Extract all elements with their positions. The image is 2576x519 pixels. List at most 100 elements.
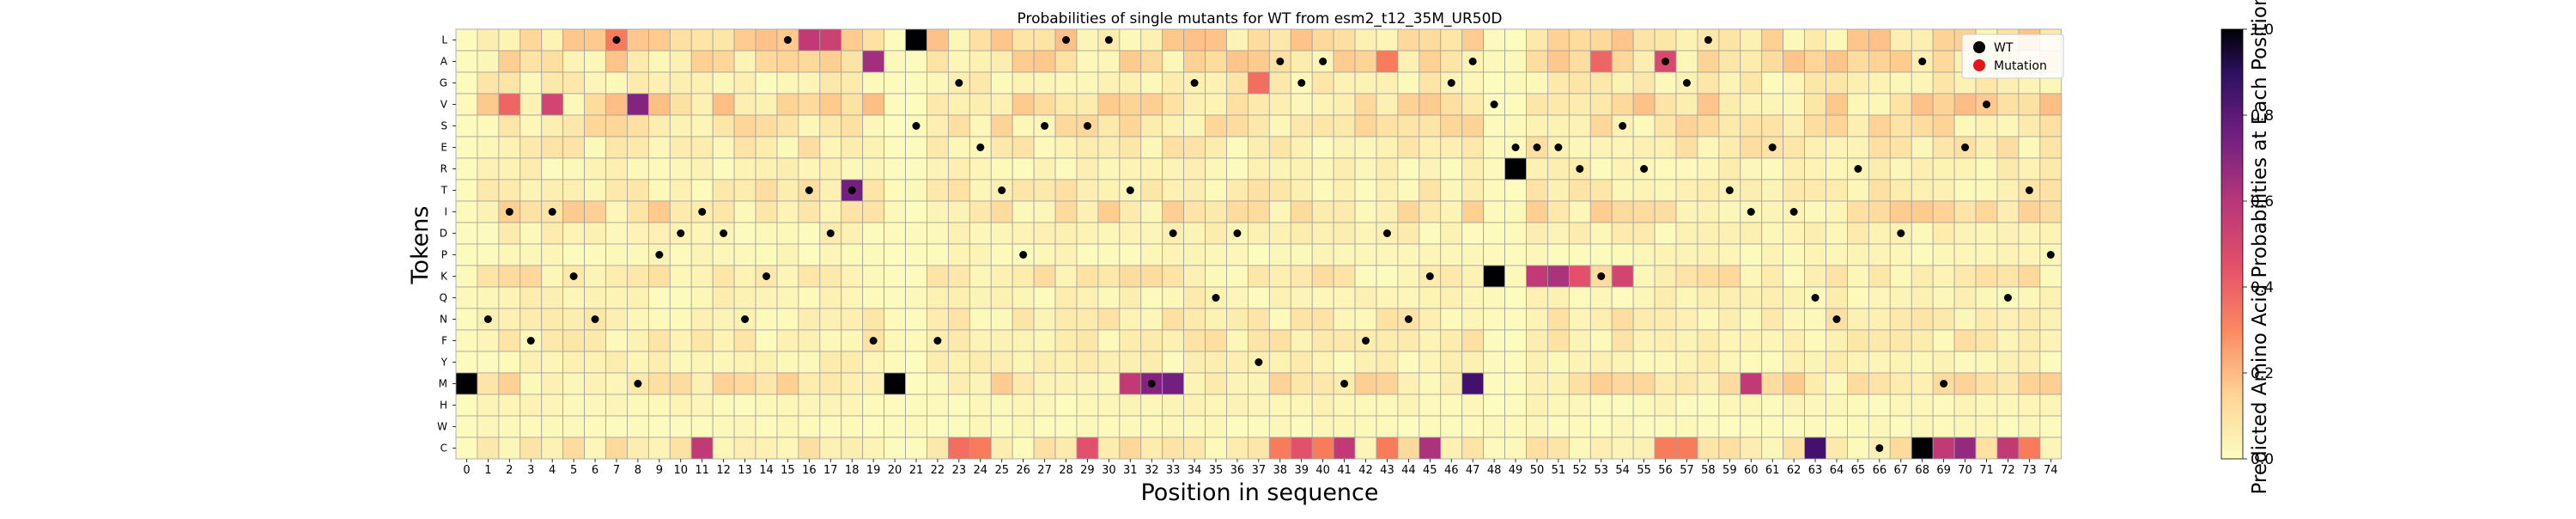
heatmap-cell — [733, 222, 756, 245]
heatmap-cell — [1311, 286, 1334, 309]
y-tick-label: E — [440, 142, 447, 154]
heatmap-cell — [905, 157, 927, 180]
heatmap-cell — [1975, 136, 1998, 159]
heatmap-cell — [1932, 71, 1955, 95]
heatmap-cell — [1718, 71, 1741, 95]
heatmap-cell — [1675, 394, 1698, 417]
heatmap-cell — [1483, 394, 1505, 417]
heatmap-cell — [1932, 308, 1955, 331]
heatmap-cell — [541, 415, 564, 438]
heatmap-cell — [647, 222, 671, 245]
heatmap-cell — [927, 308, 949, 331]
heatmap-cell — [819, 157, 842, 180]
wt-marker — [1447, 79, 1455, 87]
heatmap-cell — [947, 179, 970, 202]
heatmap-cell — [927, 157, 949, 180]
heatmap-cell — [733, 351, 756, 374]
heatmap-cell — [1483, 136, 1505, 159]
x-tick-label: 29 — [1080, 464, 1095, 477]
heatmap-cell — [1826, 286, 1848, 309]
heatmap-cell — [541, 437, 564, 460]
heatmap-cell — [1461, 394, 1485, 417]
heatmap-cell — [862, 93, 884, 116]
heatmap-cell — [1889, 179, 1912, 202]
heatmap-cell — [1076, 265, 1099, 288]
heatmap-cell — [755, 200, 778, 223]
heatmap-cell — [1248, 329, 1270, 352]
heatmap-cell — [1440, 28, 1463, 52]
heatmap-cell — [733, 136, 756, 159]
heatmap-cell — [1654, 329, 1677, 352]
heatmap-cell — [1183, 394, 1206, 417]
heatmap-cell — [1847, 243, 1869, 266]
heatmap-cell — [1697, 243, 1720, 266]
heatmap-cell — [1783, 372, 1805, 395]
heatmap-cell — [477, 265, 500, 288]
wt-marker — [1982, 101, 1990, 108]
heatmap-cell — [1483, 200, 1505, 223]
heatmap-cell — [862, 114, 884, 137]
heatmap-cell — [1718, 114, 1741, 137]
heatmap-cell — [669, 286, 692, 309]
wt-marker — [1725, 186, 1734, 194]
heatmap-cell — [541, 179, 564, 202]
x-tick-label: 53 — [1594, 464, 1608, 477]
heatmap-cell — [690, 372, 714, 395]
heatmap-cell — [1333, 93, 1356, 116]
heatmap-cell — [1076, 200, 1099, 223]
heatmap-cell — [1611, 394, 1634, 417]
y-tick-label: L — [441, 34, 447, 46]
heatmap-cell — [2018, 415, 2041, 438]
chart-title: Probabilities of single mutants for WT f… — [1018, 10, 1503, 27]
wt-marker — [1147, 380, 1156, 388]
heatmap-cell — [1054, 351, 1078, 374]
heatmap-cell — [1889, 286, 1912, 309]
heatmap-cell — [755, 28, 778, 52]
heatmap-cell — [1761, 265, 1784, 288]
heatmap-cell — [1183, 286, 1206, 309]
heatmap-cell — [2039, 200, 2063, 223]
heatmap-cell — [841, 114, 864, 137]
heatmap-cell — [1311, 136, 1334, 159]
wt-marker — [1854, 165, 1862, 173]
heatmap-cell — [1889, 437, 1912, 460]
heatmap-cell — [1675, 136, 1698, 159]
x-tick-label: 6 — [592, 464, 598, 477]
heatmap-cell — [1718, 50, 1741, 73]
heatmap-cell — [884, 157, 906, 180]
heatmap-cell — [1183, 200, 1206, 223]
heatmap-cell — [1248, 286, 1270, 309]
colorbar-gradient — [2221, 28, 2244, 460]
heatmap-cell — [1526, 394, 1548, 417]
heatmap-cell — [884, 308, 906, 331]
heatmap-cell — [841, 265, 864, 288]
heatmap-cell — [605, 93, 628, 116]
heatmap-cell — [1248, 308, 1270, 331]
heatmap-cell — [1804, 179, 1826, 202]
y-tick-label: C — [440, 443, 447, 455]
y-tick-label: F — [441, 335, 447, 347]
heatmap-cell — [1932, 93, 1955, 116]
heatmap-cell — [1461, 415, 1485, 438]
heatmap-cell — [1611, 93, 1634, 116]
heatmap-cell — [947, 222, 970, 245]
heatmap-cell — [776, 286, 799, 309]
x-tick-label: 13 — [738, 464, 752, 477]
heatmap-cell — [1568, 265, 1591, 288]
heatmap-cell — [1419, 114, 1442, 137]
wt-marker — [1811, 294, 1820, 302]
heatmap-cell — [1675, 308, 1698, 331]
heatmap-cell — [1889, 243, 1912, 266]
heatmap-cell — [1847, 286, 1869, 309]
heatmap-cell — [1354, 394, 1377, 417]
heatmap-cell — [1397, 50, 1420, 73]
heatmap-cell — [927, 265, 949, 288]
x-tick-label: 17 — [823, 464, 838, 477]
heatmap-cell — [927, 136, 949, 159]
heatmap-cell — [1461, 265, 1485, 288]
heatmap-cell — [1932, 114, 1955, 137]
heatmap-cell — [1932, 222, 1955, 245]
heatmap-cell — [1996, 243, 2020, 266]
heatmap-cell — [884, 200, 906, 223]
heatmap-cell — [1847, 50, 1869, 73]
